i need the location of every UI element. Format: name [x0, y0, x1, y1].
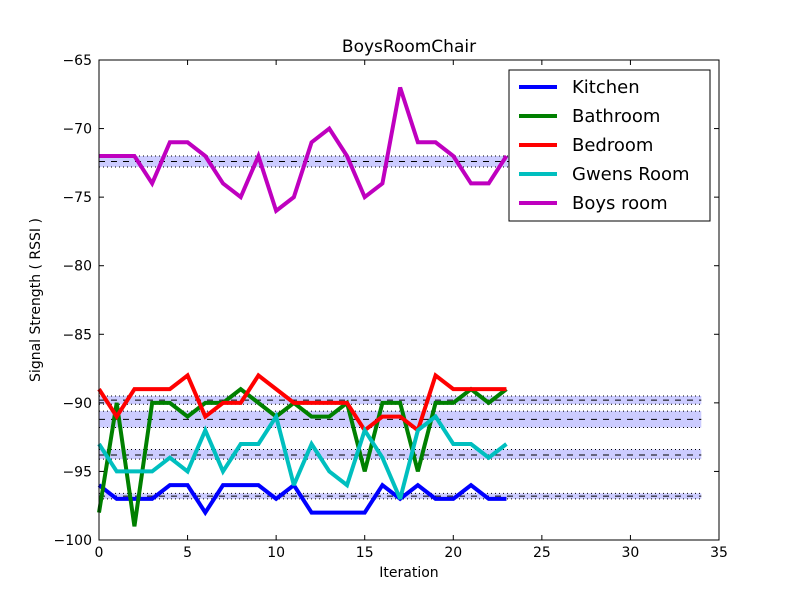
ticks-layer: 0 5 10 15 20 25 30 35 −100 −95 −90 −85 −80 −75 −70 −65 [54, 53, 728, 561]
legend-label-3: Gwens Room [572, 164, 690, 185]
band-2 [99, 410, 702, 429]
bands-layer [99, 155, 702, 500]
y-tick-label-4: −80 [62, 259, 92, 275]
x-tick-label-3: 15 [356, 545, 374, 561]
x-tick-label-7: 35 [710, 545, 728, 561]
x-tick-label-2: 10 [267, 545, 285, 561]
x-tick-label-5: 25 [533, 545, 551, 561]
legend-label-1: Bathroom [572, 106, 660, 127]
y-tick-label-0: −100 [54, 533, 92, 549]
x-tick-label-1: 5 [183, 545, 192, 561]
band-3-fill [99, 449, 702, 460]
legend-label-4: Boys room [572, 193, 668, 214]
legend-label-2: Bedroom [572, 135, 653, 156]
y-axis-label: Signal Strength ( RSSI ) [28, 218, 44, 382]
series-layer [97, 86, 509, 527]
legend: Kitchen Bathroom Bedroom Gwens Room Boys r… [508, 69, 711, 222]
band-3 [99, 448, 702, 460]
y-tick-label-3: −85 [62, 327, 92, 343]
series-line-0 [97, 482, 507, 517]
chart-title: BoysRoomChair [342, 37, 476, 57]
y-tick-label-5: −75 [62, 190, 92, 206]
y-tick-label-6: −70 [62, 122, 92, 138]
y-tick-label-2: −90 [62, 396, 92, 412]
series-line-2 [97, 372, 507, 434]
plot-frame [98, 59, 720, 541]
x-tick-label-4: 20 [444, 545, 462, 561]
series-line-4 [99, 86, 509, 215]
x-tick-label-6: 30 [622, 545, 640, 561]
series-line-3 [97, 411, 508, 500]
y-tick-label-1: −95 [62, 464, 92, 480]
x-tick-label-0: 0 [95, 545, 104, 561]
series-line-1 [97, 386, 508, 527]
x-axis-label: Iteration [379, 565, 438, 581]
legend-label-0: Kitchen [572, 77, 640, 98]
y-tick-label-7: −65 [62, 53, 92, 69]
band-0 [99, 155, 702, 168]
